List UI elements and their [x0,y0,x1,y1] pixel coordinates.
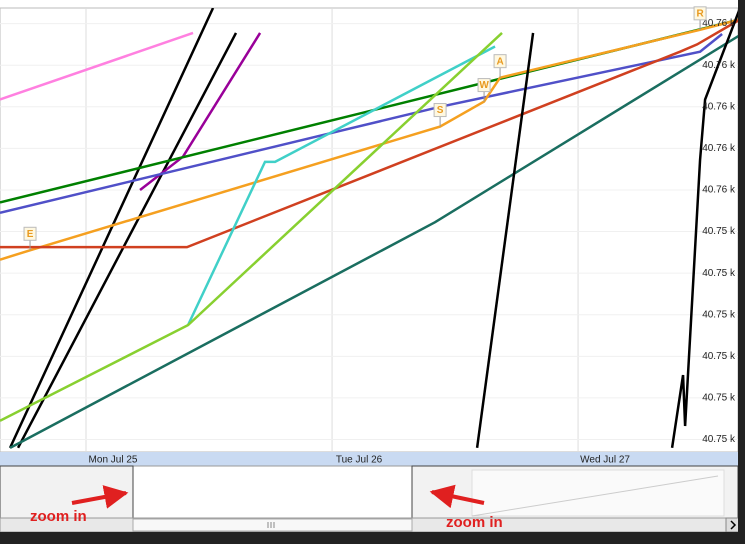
series-line [475,32,535,449]
y-tick-label: 40.75 k [702,434,736,445]
scroll-handle[interactable] [132,518,413,532]
y-tick-label: 40.75 k [702,268,736,279]
y-tick-label: 40.75 k [702,309,736,320]
range-preview-line [471,475,719,517]
flag-box [433,103,447,118]
annotation-flag: W [477,78,491,102]
x-tick-label: Tue Jul 26 [336,455,383,466]
annotation-flag: R [693,6,707,30]
y-tick-label: 40.75 k [702,393,736,404]
frame-edge [738,0,745,544]
y-tick-label: 40.76 k [702,18,736,29]
grid [0,8,738,466]
flag-label: S [437,105,444,116]
flag-box [23,226,37,241]
y-tick-label: 40.76 k [702,143,736,154]
flag-label: E [27,229,34,240]
x-axis: Mon Jul 25 Tue Jul 26 Wed Jul 27 [89,455,631,466]
y-tick-label: 40.76 k [702,185,736,196]
series-line [0,19,738,249]
y-tick-label: 40.75 k [702,351,736,362]
hint-arrow [71,485,129,509]
series-line [16,32,238,449]
annotation-flag: A [493,54,507,78]
x-tick-label: Mon Jul 25 [89,455,138,466]
annotation-flag: S [433,103,447,127]
zoom-hint: zoom in [30,508,87,525]
flag-box [693,6,707,21]
series-line [186,45,496,326]
y-tick-label: 40.76 k [702,60,736,71]
series-line [8,8,215,449]
flag-box [493,54,507,69]
flag-box [477,78,491,93]
range-preview [471,469,725,517]
date-axis [0,452,738,466]
annotation-flag: E [23,226,37,251]
series-line [0,32,503,422]
frame-edge [0,532,745,544]
flag-label: A [496,56,503,67]
x-tick-label: Wed Jul 27 [580,455,630,466]
zoom-hint: zoom in [446,514,503,531]
grip [267,522,275,528]
series-line [0,31,194,101]
y-tick-label: 40.76 k [702,101,736,112]
flag-label: R [696,8,704,19]
series-line [9,34,738,449]
plot-area [0,7,739,453]
hint-arrow [429,484,485,509]
arrow-icon [730,520,737,530]
series-line [0,33,723,215]
flag-label: W [479,80,489,91]
series-line [670,9,738,449]
scroll-right[interactable] [725,517,741,533]
y-tick-label: 40.75 k [702,226,736,237]
